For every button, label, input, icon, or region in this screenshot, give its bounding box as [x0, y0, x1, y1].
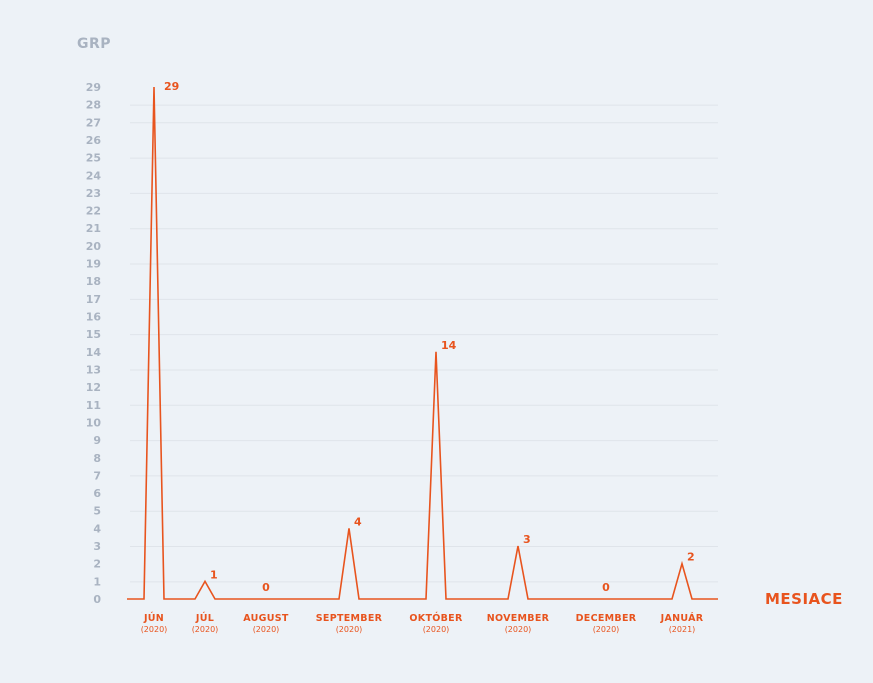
x-category-label: OKTÓBER	[409, 612, 463, 624]
y-tick-label: 20	[86, 240, 102, 253]
y-tick-label: 3	[93, 540, 101, 553]
y-tick-label: 26	[86, 134, 102, 147]
x-category-label: JÚN	[143, 612, 164, 624]
grid-lines	[130, 104, 718, 583]
y-tick-label: 9	[93, 434, 101, 447]
y-axis-label: GRP	[77, 36, 111, 52]
y-tick-label: 17	[86, 293, 101, 306]
x-category-year: (2020)	[141, 625, 168, 634]
data-label: 4	[354, 515, 362, 528]
y-tick-label: 6	[93, 487, 101, 500]
data-labels: 29 1 0 4 14 3 0 2	[164, 80, 695, 594]
x-category-year: (2021)	[669, 625, 696, 634]
y-tick-label: 2	[93, 558, 101, 571]
x-axis-label: MESIACE	[765, 590, 843, 608]
y-tick-label: 10	[86, 416, 102, 429]
y-tick-label: 19	[86, 258, 101, 271]
y-tick-label: 24	[86, 169, 102, 182]
data-label: 0	[602, 581, 610, 594]
y-tick-label: 15	[86, 328, 101, 341]
x-category-year: (2020)	[192, 625, 219, 634]
y-tick-label: 23	[86, 187, 101, 200]
x-category-label: NOVEMBER	[487, 613, 550, 624]
x-category-label: DECEMBER	[576, 613, 637, 624]
x-category-year: (2020)	[336, 625, 363, 634]
y-tick-label: 0	[93, 593, 101, 606]
y-tick-label: 16	[86, 311, 102, 324]
y-tick-labels: 0123456789101112131415161718192021222324…	[86, 81, 102, 606]
x-category-year: (2020)	[423, 625, 450, 634]
x-category-labels: JÚN(2020)JÚL(2020)AUGUST(2020)SEPTEMBER(…	[141, 612, 704, 634]
data-label: 1	[210, 568, 218, 581]
data-label: 29	[164, 80, 179, 93]
y-tick-label: 25	[86, 152, 101, 165]
x-category-year: (2020)	[505, 625, 532, 634]
y-tick-label: 8	[93, 452, 101, 465]
y-tick-label: 5	[93, 505, 101, 518]
x-category-year: (2020)	[593, 625, 620, 634]
x-category-label: SEPTEMBER	[316, 613, 383, 624]
y-tick-label: 22	[86, 205, 101, 218]
y-tick-label: 28	[86, 99, 101, 112]
y-tick-label: 29	[86, 81, 101, 94]
y-tick-label: 1	[93, 575, 101, 588]
data-label: 3	[523, 533, 531, 546]
y-tick-label: 21	[86, 222, 101, 235]
x-category-label: JANUÁR	[660, 612, 704, 624]
data-label: 0	[262, 581, 270, 594]
y-tick-label: 11	[86, 399, 101, 412]
data-label: 2	[687, 551, 695, 564]
y-tick-label: 4	[93, 522, 101, 535]
y-tick-label: 13	[86, 363, 101, 376]
y-tick-label: 18	[86, 275, 101, 288]
y-tick-label: 7	[93, 469, 101, 482]
y-tick-label: 27	[86, 116, 101, 129]
series-line	[127, 86, 718, 600]
x-category-label: JÚL	[195, 612, 214, 624]
y-tick-label: 14	[86, 346, 102, 359]
x-category-year: (2020)	[253, 625, 280, 634]
data-label: 14	[441, 339, 457, 352]
y-tick-label: 12	[86, 381, 101, 394]
x-category-label: AUGUST	[243, 613, 289, 624]
